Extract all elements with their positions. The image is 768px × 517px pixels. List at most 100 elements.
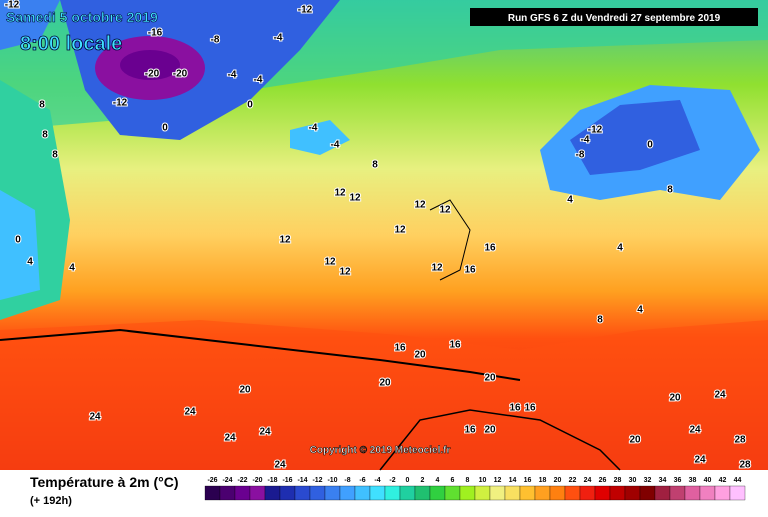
contour-label: 8 — [372, 160, 378, 171]
contour-label: 12 — [394, 225, 406, 236]
legend-swatch — [594, 485, 611, 501]
legend-swatch — [279, 485, 296, 501]
contour-label: 16 — [524, 403, 536, 414]
legend-tick: 2 — [421, 477, 425, 484]
legend-swatch — [474, 485, 491, 501]
legend-swatch — [369, 485, 386, 501]
contour-label: 12 — [431, 263, 443, 274]
contour-label: 24 — [184, 407, 196, 418]
contour-label: 4 — [637, 305, 643, 316]
legend-swatch — [339, 485, 356, 501]
contour-label: 20 — [484, 373, 496, 384]
map — [0, 0, 768, 471]
legend-swatch — [204, 485, 221, 501]
contour-label: 12 — [439, 205, 451, 216]
contour-label: 8 — [52, 150, 58, 161]
legend-tick: -24 — [222, 477, 232, 484]
legend-tick: 42 — [719, 477, 727, 484]
contour-label: 28 — [739, 460, 751, 471]
legend-tick: 0 — [406, 477, 410, 484]
legend-swatch — [624, 485, 641, 501]
contour-label: 20 — [629, 435, 641, 446]
legend-tick: -6 — [359, 477, 365, 484]
legend-swatch — [684, 485, 701, 501]
contour-label: 12 — [414, 200, 426, 211]
map-time: 8:00 locale — [20, 33, 122, 55]
contour-label: -12 — [5, 0, 20, 11]
legend-tick: 10 — [479, 477, 487, 484]
contour-label: 20 — [379, 378, 391, 389]
legend-swatch — [429, 485, 446, 501]
legend-tick: -10 — [327, 477, 337, 484]
legend-swatch — [714, 485, 731, 501]
legend-swatch — [354, 485, 371, 501]
legend-tick: -22 — [237, 477, 247, 484]
legend-swatch — [309, 485, 326, 501]
contour-label: 4 — [69, 263, 75, 274]
legend-swatch — [384, 485, 401, 501]
contour-label: 24 — [259, 427, 271, 438]
contour-label: 24 — [89, 412, 101, 423]
legend-swatch — [729, 485, 746, 501]
legend-tick: 8 — [466, 477, 470, 484]
legend-tick: -2 — [389, 477, 395, 484]
contour-label: 24 — [694, 455, 706, 466]
contour-label: -4 — [581, 135, 590, 146]
legend-swatch — [249, 485, 266, 501]
contour-label: 8 — [42, 130, 48, 141]
legend-swatch — [264, 485, 281, 501]
contour-label: -8 — [576, 150, 585, 161]
contour-label: 16 — [484, 243, 496, 254]
legend-tick: 32 — [644, 477, 652, 484]
legend-tick: 14 — [509, 477, 517, 484]
contour-label: -8 — [211, 35, 220, 46]
legend-tick: 44 — [734, 477, 742, 484]
legend-swatch — [699, 485, 716, 501]
legend-swatch — [444, 485, 461, 501]
legend-swatch — [399, 485, 416, 501]
legend-tick: -4 — [374, 477, 380, 484]
legend-tick: 16 — [524, 477, 532, 484]
contour-label: -12 — [298, 5, 313, 16]
contour-label: 12 — [339, 267, 351, 278]
contour-label: 16 — [509, 403, 521, 414]
contour-label: 8 — [597, 315, 603, 326]
contour-label: 0 — [647, 140, 653, 151]
contour-label: -20 — [173, 69, 188, 80]
copyright: Copyright © 2019 Meteociel.fr — [310, 445, 451, 456]
legend-tick: -14 — [297, 477, 307, 484]
contour-label: 16 — [394, 343, 406, 354]
contour-label: -12 — [113, 98, 128, 109]
contour-label: 16 — [464, 265, 476, 276]
legend-swatch — [669, 485, 686, 501]
contour-label: 24 — [274, 460, 286, 471]
legend-swatch — [654, 485, 671, 501]
legend-tick: 20 — [554, 477, 562, 484]
legend-tick: 34 — [659, 477, 667, 484]
legend-tick: 12 — [494, 477, 502, 484]
contour-label: 24 — [714, 390, 726, 401]
legend-tick: -20 — [252, 477, 262, 484]
legend-subtitle: (+ 192h) — [30, 495, 72, 507]
legend-tick: -8 — [344, 477, 350, 484]
contour-label: 4 — [567, 195, 573, 206]
legend-swatch — [549, 485, 566, 501]
contour-label: 20 — [669, 393, 681, 404]
contour-label: 8 — [667, 185, 673, 196]
legend-tick: -26 — [207, 477, 217, 484]
legend-tick: -12 — [312, 477, 322, 484]
legend-tick: 6 — [451, 477, 455, 484]
legend-swatch — [534, 485, 551, 501]
legend-swatch — [609, 485, 626, 501]
legend-tick: 18 — [539, 477, 547, 484]
contour-label: 20 — [239, 385, 251, 396]
legend-tick: 38 — [689, 477, 697, 484]
legend-tick: 22 — [569, 477, 577, 484]
contour-label: 8 — [39, 100, 45, 111]
legend-tick: 36 — [674, 477, 682, 484]
contour-label: 0 — [247, 100, 253, 111]
contour-label: -16 — [148, 28, 163, 39]
contour-label: 4 — [27, 257, 33, 268]
contour-label: 12 — [324, 257, 336, 268]
